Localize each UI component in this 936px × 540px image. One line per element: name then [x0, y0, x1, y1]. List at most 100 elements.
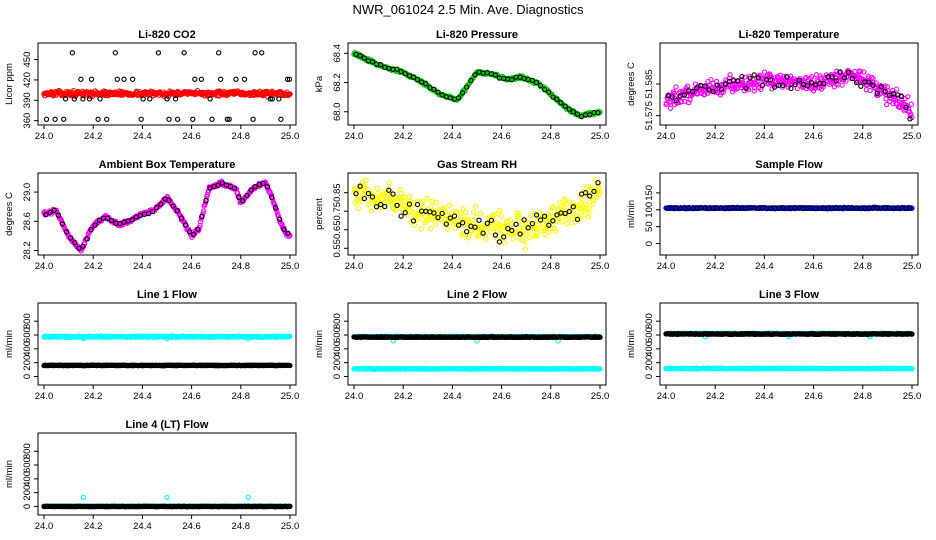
data-point: [574, 111, 581, 117]
y-tick-label: 68.2: [332, 73, 343, 92]
plot-frame: [659, 302, 919, 386]
data-point: [537, 217, 544, 223]
data-point: [572, 213, 578, 219]
data-point: [414, 76, 421, 83]
data-point: [718, 86, 725, 92]
data-point: [80, 336, 87, 342]
data-point: [564, 220, 570, 227]
data-point: [588, 184, 595, 191]
data-point: [181, 50, 187, 56]
y-tick-label: 400: [644, 341, 655, 357]
data-point: [357, 183, 363, 189]
data-point: [747, 75, 753, 81]
data-point: [669, 94, 675, 100]
data-point: [51, 207, 57, 213]
data-point: [277, 216, 283, 223]
data-point: [909, 205, 915, 211]
plot-frame: [37, 172, 297, 256]
data-point: [767, 77, 774, 83]
x-tick-label: 24.8: [232, 131, 251, 142]
data-point: [884, 101, 890, 108]
y-tick-label: 200: [332, 355, 343, 371]
y-tick-label: 0: [22, 374, 33, 379]
y-axis-label: Licor ppm: [4, 63, 15, 105]
x-tick-label: 24.0: [345, 391, 364, 402]
data-point: [458, 215, 464, 221]
data-point: [186, 228, 193, 235]
data-point: [269, 96, 275, 102]
data-point: [554, 212, 560, 218]
y-tick-label: 400: [332, 341, 343, 357]
data-point: [491, 212, 497, 219]
data-point: [355, 205, 361, 212]
data-point: [542, 231, 548, 238]
data-point: [509, 227, 515, 234]
plot-frame: [37, 42, 297, 126]
data-point: [590, 200, 596, 206]
data-point: [505, 225, 511, 232]
y-tick-label: 0: [332, 374, 343, 379]
y-tick-label: 0.55: [332, 239, 343, 257]
x-tick-label: 24.4: [755, 131, 774, 142]
data-point: [905, 94, 911, 100]
data-point: [178, 215, 185, 221]
data-point: [814, 77, 820, 83]
data-point: [893, 86, 900, 92]
data-point: [215, 182, 221, 188]
x-tick-label: 24.0: [35, 261, 54, 272]
data-point: [447, 215, 453, 221]
data-point: [95, 116, 101, 122]
data-point: [406, 193, 413, 200]
data-point: [681, 92, 688, 98]
data-point: [88, 76, 95, 82]
data-point: [804, 83, 811, 89]
data-point: [80, 96, 86, 102]
data-point: [546, 222, 552, 228]
data-point: [570, 109, 576, 115]
data-point: [520, 222, 526, 228]
data-point: [241, 76, 248, 82]
data-point: [595, 180, 601, 186]
y-tick-label: 0: [644, 374, 655, 379]
data-point: [43, 211, 49, 218]
data-point: [694, 85, 700, 91]
data-point: [780, 82, 786, 88]
y-tick-label: 450: [22, 52, 33, 68]
data-point: [582, 190, 589, 196]
data-point: [751, 88, 757, 94]
data-point: [361, 55, 367, 61]
data-point: [469, 217, 476, 223]
x-tick-label: 24.0: [345, 261, 364, 272]
panel-title: Li-820 Pressure: [436, 29, 518, 41]
y-tick-label: 600: [332, 327, 343, 343]
data-point: [794, 85, 800, 92]
x-tick-label: 24.6: [804, 391, 823, 402]
data-point: [587, 112, 593, 118]
data-point: [192, 76, 198, 82]
data-point: [284, 76, 291, 82]
data-point: [839, 82, 845, 88]
x-tick-label: 24.0: [345, 131, 364, 142]
data-point: [129, 76, 136, 82]
data-point: [166, 197, 172, 203]
data-point: [369, 59, 376, 65]
data-point: [195, 226, 201, 232]
data-point: [496, 207, 503, 213]
x-tick-label: 24.8: [232, 261, 251, 272]
data-point: [808, 74, 815, 80]
data-point: [501, 240, 508, 246]
data-point: [219, 180, 226, 186]
y-axis-label: ml/min: [626, 200, 637, 228]
data-point: [496, 239, 503, 245]
data-point: [755, 75, 761, 81]
data-point: [907, 116, 913, 122]
data-point: [114, 76, 120, 82]
data-point: [199, 213, 205, 220]
x-tick-label: 24.6: [492, 131, 511, 142]
data-point: [424, 195, 431, 202]
x-tick-label: 24.6: [182, 131, 201, 142]
data-point: [667, 105, 673, 111]
data-point: [236, 194, 242, 200]
data-point: [164, 336, 170, 342]
data-point: [821, 80, 827, 87]
